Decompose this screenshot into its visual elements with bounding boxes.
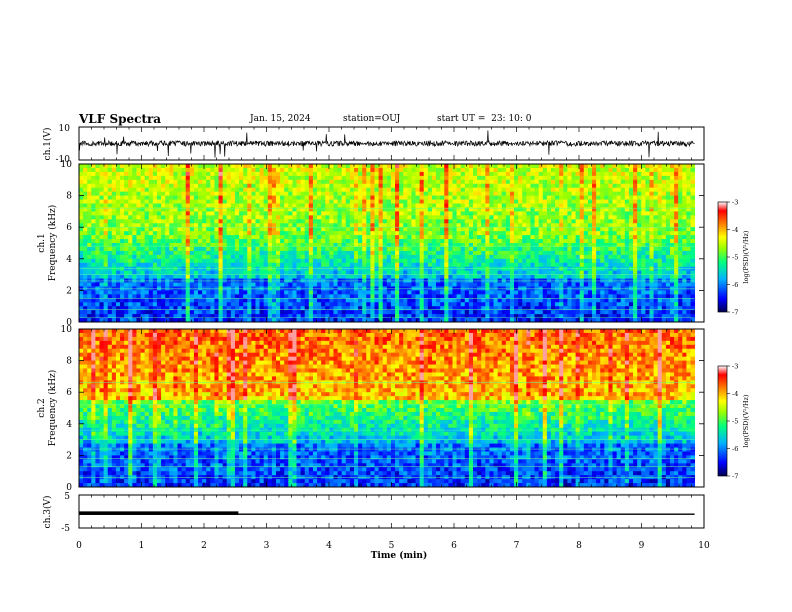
start-time-label: start UT = 23: 10: 0 <box>437 114 532 124</box>
colorbar-tick-label: -4 <box>732 226 738 234</box>
ytick-label: 0 <box>66 483 72 493</box>
ytick-label: 8 <box>66 357 72 367</box>
time-axis-ticks <box>78 127 705 528</box>
ch1-spec-ylabel-1: ch.1 <box>37 233 47 252</box>
ch3-ytick-bottom: -5 <box>61 524 70 534</box>
ch1-ytick-bottom: -10 <box>56 155 71 165</box>
ytick-label: 2 <box>66 451 72 461</box>
xtick-label: 3 <box>264 541 270 551</box>
colorbar-tick-label: -5 <box>732 254 738 262</box>
xtick-label: 2 <box>201 541 207 551</box>
colorbar-tick-label: -7 <box>732 473 738 481</box>
ch2-spec-yticks: 0 2 4 6 8 10 <box>61 325 704 493</box>
ytick-label: 10 <box>61 160 73 170</box>
xtick-label: 7 <box>514 541 520 551</box>
colorbar-tick-label: -6 <box>732 281 738 289</box>
ch2-colorbar: -3 -4 -5 -6 -7 log(PSD)(V²/Hz) <box>717 363 750 481</box>
ch1-waveform-path <box>78 130 695 158</box>
colorbar-tick-label: -3 <box>732 363 738 371</box>
ch1-colorbar: -3 -4 -5 -6 -7 log(PSD)(V²/Hz) <box>717 199 750 317</box>
ch1-waveform-trace <box>78 130 695 158</box>
time-axis-label: Time (min) <box>371 550 428 561</box>
ch1-colorbar-ticks: -3 -4 -5 -6 -7 <box>727 199 738 317</box>
xtick-label: 4 <box>326 541 332 551</box>
xtick-label: 10 <box>698 541 710 551</box>
xtick-label: 8 <box>576 541 582 551</box>
ytick-label: 4 <box>66 420 72 430</box>
ch2-colorbar-ticks: -3 -4 -5 -6 -7 <box>727 363 738 481</box>
colorbar-tick-label: -6 <box>732 445 738 453</box>
ytick-label: 6 <box>66 223 72 233</box>
time-axis-tick-labels: 0 1 2 3 4 5 6 7 8 9 10 <box>76 541 710 551</box>
colorbar-tick-label: -7 <box>732 309 738 317</box>
xtick-label: 9 <box>639 541 645 551</box>
ch2-spec-ylabel-1: ch.2 <box>37 398 47 417</box>
xtick-label: 5 <box>389 541 395 551</box>
xtick-label: 1 <box>139 541 145 551</box>
ch1-colorbar-label: log(PSD)(V²/Hz) <box>742 230 750 283</box>
ytick-label: 0 <box>66 318 72 328</box>
ch2-spec-ylabel-2: Frequency (kHz) <box>47 370 58 447</box>
ch1-ytick-top: 10 <box>59 124 71 134</box>
ch3-ytick-top: 5 <box>64 492 70 502</box>
ch1-spectrogram-image <box>79 164 696 323</box>
ch1-ylabel: ch.1(V) <box>42 128 53 161</box>
ytick-label: 6 <box>66 388 72 398</box>
ytick-label: 10 <box>61 325 73 335</box>
ytick-label: 8 <box>66 192 72 202</box>
ch3-ylabel: ch.3(V) <box>42 496 53 529</box>
chart-title: VLF Spectra <box>79 112 162 126</box>
colorbar-tick-label: -3 <box>732 199 738 207</box>
station-label: station=OUJ <box>343 114 401 124</box>
date-label: Jan. 15, 2024 <box>250 114 311 124</box>
colorbar-tick-label: -4 <box>732 390 738 398</box>
ch1-spec-yticks: 0 2 4 6 8 10 <box>61 160 704 328</box>
ch2-spectrogram-image <box>79 329 696 488</box>
ch2-spectrogram-panel: 0 2 4 6 8 10 ch.2 Frequency (kHz) <box>37 325 705 493</box>
ch1-spectrogram-panel: 0 2 4 6 8 10 ch.1 Frequency (kHz) <box>37 160 705 328</box>
ch1-panel: 10 -10 ch.1(V) <box>42 124 705 165</box>
ch3-panel: 5 -5 ch.3(V) 0 1 2 3 4 5 6 7 8 9 10 Time (min) <box>42 492 710 561</box>
xtick-label: 0 <box>76 541 82 551</box>
ch1-spec-ylabel-2: Frequency (kHz) <box>47 205 58 282</box>
ytick-label: 2 <box>66 286 72 296</box>
colorbar-tick-label: -5 <box>732 418 738 426</box>
xtick-label: 6 <box>451 541 457 551</box>
ch2-colorbar-label: log(PSD)(V²/Hz) <box>742 394 750 447</box>
ytick-label: 4 <box>66 255 72 265</box>
